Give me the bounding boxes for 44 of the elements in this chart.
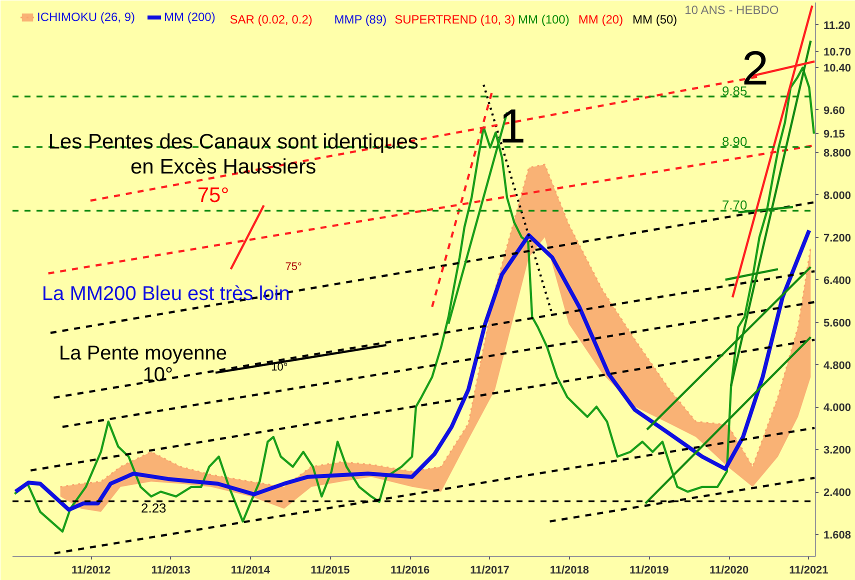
x-tick-label: 11/2018: [550, 564, 590, 576]
y-tick-label: 1.608: [824, 529, 852, 542]
chart-subtitle: 10 ANS - HEBDO: [684, 3, 779, 18]
y-tick-label: 7.200: [824, 232, 852, 244]
y-tick-label: 8.000: [824, 190, 852, 202]
y-tick-label: 3.200: [824, 444, 852, 457]
annotation: 75°: [197, 184, 230, 207]
ref-line-label: 8.90: [722, 134, 748, 149]
y-tick-label: 6.400: [824, 274, 852, 287]
y-tick-label: 5.600: [824, 317, 852, 330]
ref-line-label: 7.70: [722, 198, 748, 213]
y-tick-label: 10.40: [824, 62, 852, 74]
x-tick-label: 11/2015: [310, 564, 350, 576]
x-tick-label: 11/2012: [72, 564, 111, 576]
legend-label: ICHIMOKU (26, 9): [37, 10, 136, 24]
annotation: Les Pentes des Canaux sont identiques: [48, 130, 418, 154]
x-tick-label: 11/2021: [789, 564, 828, 576]
x-tick-label: 11/2020: [709, 564, 749, 576]
ref-line-label: 2.23: [140, 500, 166, 516]
annotation: SAR (0.02, 0.2): [230, 12, 312, 27]
annotation: MM (20): [578, 12, 624, 27]
annotation: La Pente moyenne: [59, 342, 227, 365]
y-tick-label: 4.800: [824, 360, 852, 372]
y-tick-label: 2.400: [824, 487, 852, 500]
y-tick-label: 10.70: [824, 46, 852, 58]
x-tick-label: 11/2013: [151, 564, 190, 576]
x-tick-label: 11/2019: [630, 564, 669, 576]
x-tick-label: 11/2016: [390, 564, 430, 576]
annotation: MM (50): [632, 12, 678, 27]
annotation: SUPERTREND (10, 3): [394, 12, 516, 27]
x-tick-label: 11/2017: [470, 564, 510, 576]
y-tick-label: 8.800: [824, 147, 852, 160]
x-tick-label: 11/2014: [230, 564, 271, 576]
y-tick-label: 9.60: [824, 104, 845, 117]
annotation: 10°: [142, 364, 173, 386]
legend-label: MM (200): [164, 10, 216, 24]
annotation: MMP (89): [334, 12, 387, 27]
annotation: 75°: [285, 260, 302, 273]
ref-line-label: 9.85: [722, 84, 748, 99]
annotation: La MM200 Bleu est très loin: [42, 282, 290, 305]
y-tick-label: 11.20: [824, 20, 850, 32]
y-tick-label: 4.000: [824, 402, 852, 414]
annotation: MM (100): [518, 12, 570, 27]
y-tick-label: 9.15: [824, 128, 845, 141]
